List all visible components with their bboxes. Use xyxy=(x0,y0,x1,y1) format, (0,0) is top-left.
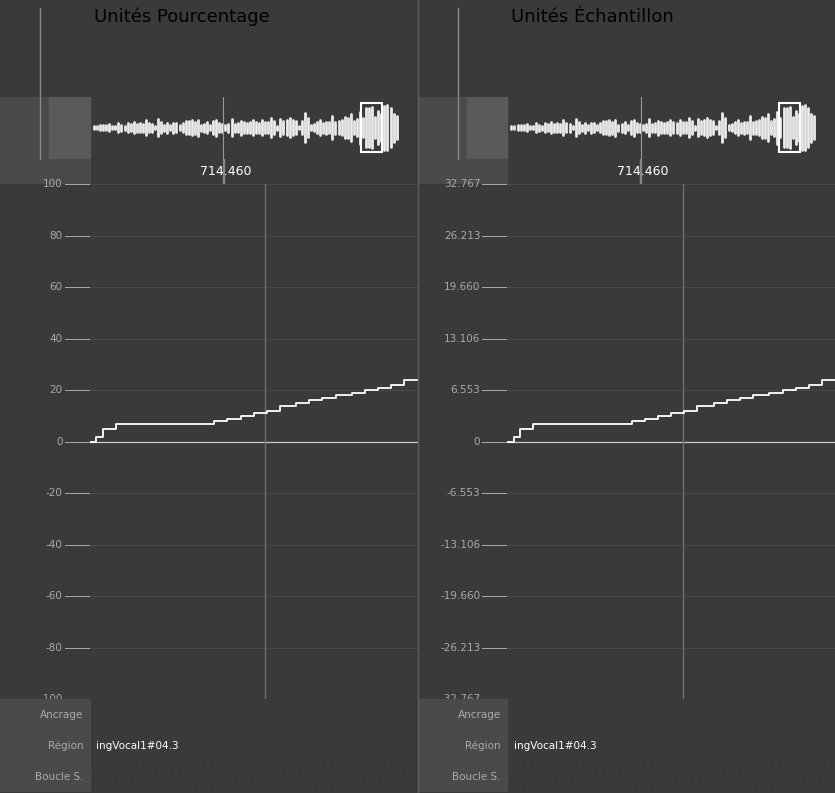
Bar xyxy=(222,159,224,184)
Text: ingVocal1#04.3: ingVocal1#04.3 xyxy=(96,741,179,751)
Bar xyxy=(418,730,507,761)
Text: 19.660: 19.660 xyxy=(444,282,480,292)
Text: 714.460: 714.460 xyxy=(200,165,251,178)
Text: -32.767: -32.767 xyxy=(440,695,480,704)
Text: -80: -80 xyxy=(46,643,63,653)
Text: 0: 0 xyxy=(473,437,480,446)
Text: Boucle S.: Boucle S. xyxy=(35,772,84,782)
Bar xyxy=(640,159,641,184)
Text: Unités Échantillon: Unités Échantillon xyxy=(511,8,674,26)
Text: 714.460: 714.460 xyxy=(617,165,669,178)
Text: Ancrage: Ancrage xyxy=(458,710,501,720)
Text: 20: 20 xyxy=(50,385,63,395)
Text: 100: 100 xyxy=(43,179,63,189)
Bar xyxy=(418,159,507,184)
Bar xyxy=(0,97,90,159)
Bar xyxy=(418,761,507,792)
Text: -19.660: -19.660 xyxy=(440,592,480,601)
Text: -40: -40 xyxy=(46,540,63,550)
Text: 80: 80 xyxy=(50,231,63,240)
Bar xyxy=(418,699,507,730)
Text: 60: 60 xyxy=(50,282,63,292)
Bar xyxy=(418,97,507,159)
Text: 40: 40 xyxy=(50,334,63,343)
Bar xyxy=(361,103,382,152)
Text: Région: Région xyxy=(465,741,501,751)
Bar xyxy=(49,97,90,159)
Text: -26.213: -26.213 xyxy=(440,643,480,653)
Text: Boucle S.: Boucle S. xyxy=(453,772,501,782)
Text: -100: -100 xyxy=(39,695,63,704)
Text: 13.106: 13.106 xyxy=(444,334,480,343)
Bar xyxy=(778,103,800,152)
Text: 32.767: 32.767 xyxy=(444,179,480,189)
Bar xyxy=(0,159,90,184)
Text: -13.106: -13.106 xyxy=(440,540,480,550)
Text: 0: 0 xyxy=(56,437,63,446)
Bar xyxy=(0,730,90,761)
Text: 26.213: 26.213 xyxy=(444,231,480,240)
Text: ingVocal1#04.3: ingVocal1#04.3 xyxy=(514,741,596,751)
Bar xyxy=(0,699,90,730)
Text: Région: Région xyxy=(48,741,84,751)
Text: -6.553: -6.553 xyxy=(447,488,480,498)
Text: Ancrage: Ancrage xyxy=(40,710,84,720)
Bar xyxy=(0,761,90,792)
Text: 6.553: 6.553 xyxy=(450,385,480,395)
Bar xyxy=(467,97,507,159)
Text: -20: -20 xyxy=(46,488,63,498)
Text: Unités Pourcentage: Unités Pourcentage xyxy=(94,8,270,26)
Text: -60: -60 xyxy=(46,592,63,601)
